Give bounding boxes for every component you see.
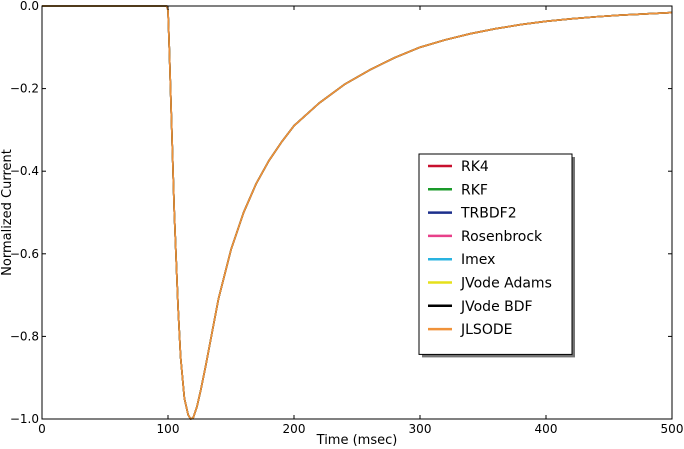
series-line-jlsode <box>42 5 673 420</box>
y-tick-label: −0.8 <box>10 329 39 343</box>
legend-box <box>418 153 573 355</box>
legend-label: TRBDF2 <box>460 206 517 222</box>
legend-label: RK4 <box>461 159 489 175</box>
x-tick-label: 100 <box>157 422 180 436</box>
x-tick-label: 400 <box>535 422 558 436</box>
y-tick-label: −0.4 <box>10 164 39 178</box>
y-tick-label: −0.2 <box>10 82 39 96</box>
legend-label: JVode BDF <box>460 299 533 315</box>
y-tick-label: 0.0 <box>20 0 39 13</box>
legend-label: Rosenbrock <box>461 229 543 245</box>
plot-frame <box>41 5 673 420</box>
x-tick-label: 300 <box>409 422 432 436</box>
y-axis-title: Normalized Current <box>0 149 15 276</box>
y-tick-label: −1.0 <box>10 412 39 426</box>
legend: RK4 RKF TRBDF2 Rosenbrock Imex JVode Adams JVo… <box>418 153 575 358</box>
x-tick-label: 0 <box>38 422 46 436</box>
x-tick-label: 500 <box>661 422 684 436</box>
legend-label: RKF <box>461 182 488 198</box>
series-layer <box>42 5 673 420</box>
x-axis-title: Time (msec) <box>316 433 398 448</box>
y-tick-label: −0.6 <box>10 247 39 261</box>
legend-label: Imex <box>461 252 495 268</box>
legend-label: JVode Adams <box>460 276 552 292</box>
x-tick-label: 200 <box>283 422 306 436</box>
legend-label: JLSODE <box>460 322 512 338</box>
tick-layer: 0 100 200 300 400 500 0.0 −0.2 −0.4 −0.6 −0.8 −1.0 <box>10 0 684 436</box>
